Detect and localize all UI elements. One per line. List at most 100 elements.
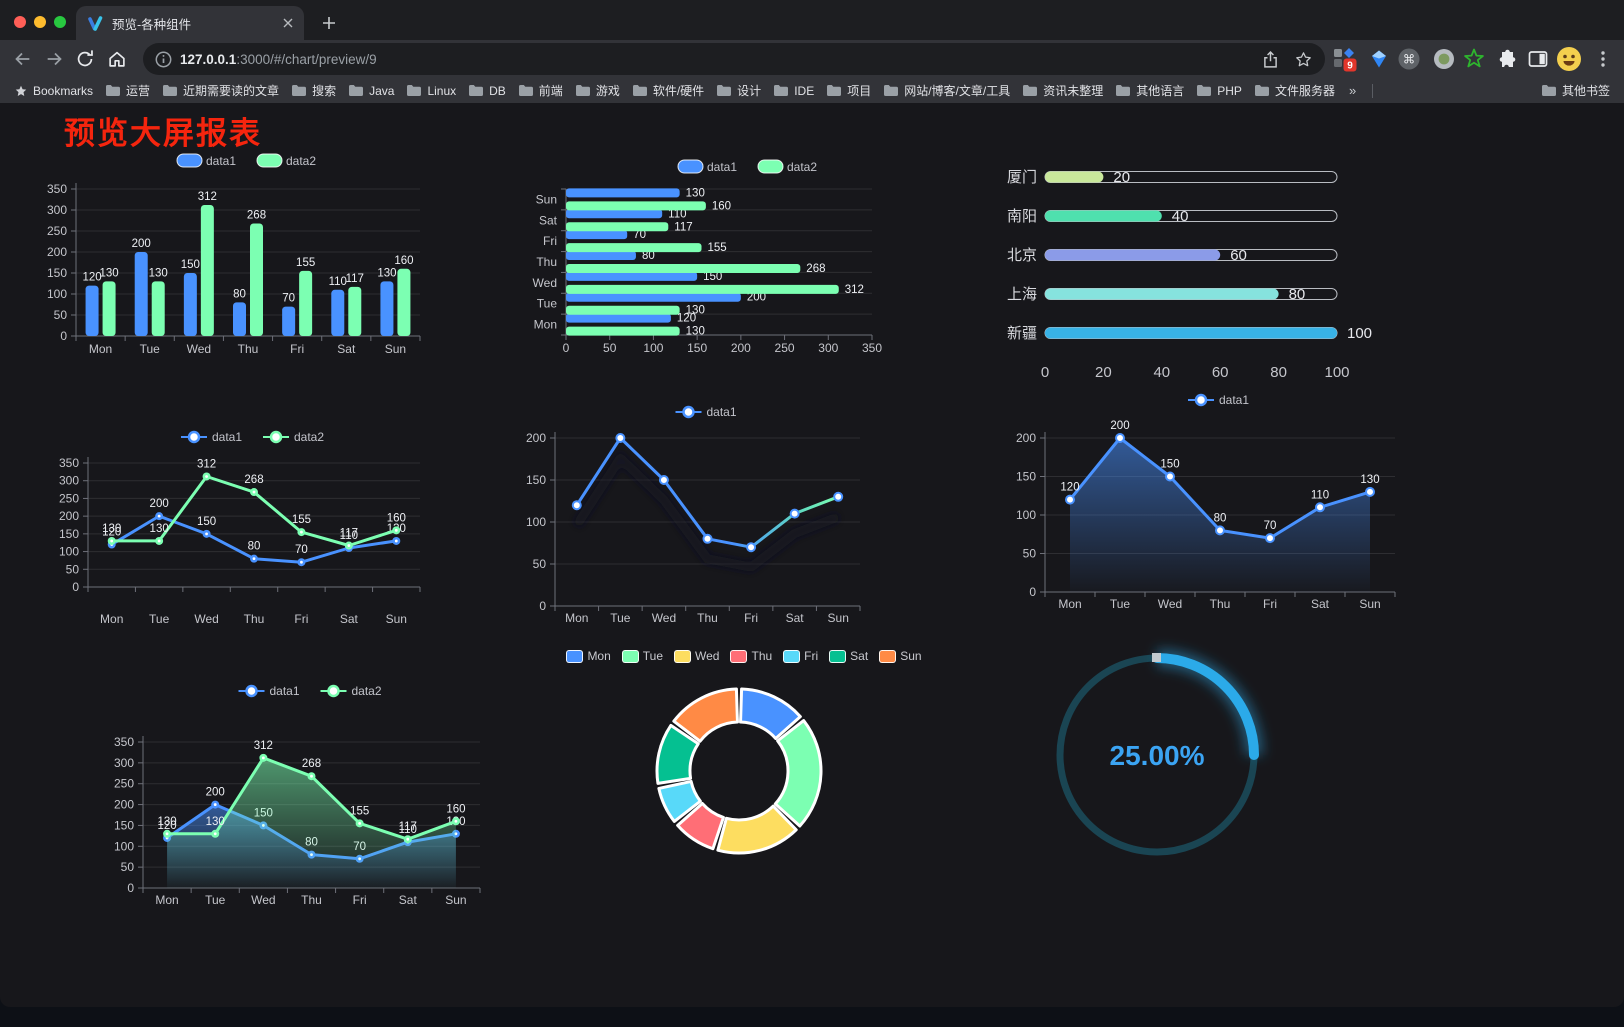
back-button[interactable] [5,42,39,76]
svg-text:200: 200 [47,245,67,259]
bar-segment [233,302,246,336]
menu-kebab-icon[interactable] [1588,43,1618,75]
reload-button[interactable] [68,42,102,76]
window-minimize-button[interactable] [34,16,46,28]
svg-text:Fri: Fri [294,612,308,626]
bookmark-folder-item[interactable]: IDE [773,84,814,98]
pie-legend[interactable]: Mon Tue Wed Thu Fri Sat Sun [555,637,933,663]
bookmarks-overflow-chevron[interactable]: » [1348,83,1357,98]
chart-bar-grouped[interactable]: 0 50 100 150 200 250 300 350 Mon Tue Wed Thu Fri Sat S… [40,147,460,365]
svg-text:data2: data2 [286,154,316,168]
bookmark-folder-item[interactable]: 近期需要读的文章 [162,82,279,99]
bookmark-folder-item[interactable]: PHP [1196,84,1242,98]
folder-icon [407,85,422,96]
chart-area-dual[interactable]: 0 50 100 150 200 250 300 350 Mon Tue Wed Thu Fri Sat S… [100,675,530,917]
bookmark-folder-item[interactable]: 文件服务器 [1254,82,1335,99]
other-bookmarks-item[interactable]: 其他书签 [1541,82,1610,99]
site-info-icon[interactable] [155,51,172,68]
data-point [615,433,626,443]
chart-bar-horizontal[interactable]: 0 50 100 150 200 250 300 350 Mon Tue Wed Thu Fri Sat S… [520,153,920,368]
forward-button[interactable] [38,42,72,76]
legend-item[interactable]: Fri [783,649,818,663]
browser-toolbar: 127.0.0.1:3000/#/chart/preview/9 [0,40,1624,78]
data-point [1065,494,1075,505]
chart-line-dual[interactable]: 0 50 100 150 200 250 300 350 Mon Tue Wed Thu Fri Sat S… [45,423,465,638]
bar-segment [134,252,148,336]
legend-item[interactable]: Mon [566,649,611,663]
browser-tab[interactable]: 预览-各种组件 [76,6,304,40]
chart-donut[interactable]: Mon Tue Wed Thu Fri Sat Sun [555,637,933,878]
share-icon[interactable] [1261,50,1280,69]
home-button[interactable] [100,42,134,76]
chart-capsule-progress[interactable]: 厦门 20 南阳 40 北京 60 上海 80 新疆 100 0 20 40 60 80 100 [985,158,1415,393]
bar-segment [566,313,671,323]
chart-area-single[interactable]: 0 50 100 150 200 Mon Tue Wed Thu Fri Sat Sun 120 200 1… [985,388,1405,620]
svg-text:data2: data2 [787,160,817,174]
svg-text:Sun: Sun [536,192,557,206]
window-close-button[interactable] [14,16,26,28]
legend-item[interactable]: Tue [621,649,663,663]
extension-command-icon[interactable]: ⌘ [1394,43,1424,75]
legend-label: Wed [695,649,720,663]
svg-text:200: 200 [1110,420,1129,432]
svg-text:Sat: Sat [539,213,558,227]
legend-label: Fri [804,649,819,663]
svg-text:Wed: Wed [1158,597,1182,611]
bookmark-folder-item[interactable]: 设计 [716,82,761,99]
svg-text:Sat: Sat [340,612,359,626]
extension-record-icon[interactable] [1429,43,1459,75]
svg-text:130: 130 [102,523,121,535]
legend-item[interactable]: Wed [674,649,719,663]
svg-text:350: 350 [114,735,134,749]
svg-text:150: 150 [1160,459,1179,471]
svg-text:120: 120 [82,272,101,284]
extension-star-icon[interactable] [1459,43,1489,75]
side-panel-icon[interactable] [1523,43,1553,75]
legend-item[interactable]: Thu [730,649,772,663]
gauge-pointer [1152,653,1161,662]
legend-item[interactable]: Sun [879,649,922,663]
tab-close-icon[interactable] [282,17,294,29]
legend-swatch [783,649,801,663]
svg-text:80: 80 [1289,286,1306,303]
bookmark-star-icon[interactable] [1294,50,1313,69]
bookmark-folder-item[interactable]: 搜索 [291,82,336,99]
svg-text:80: 80 [1214,512,1227,524]
bookmark-folder-item[interactable]: DB [468,84,506,98]
extension-puzzle-icon[interactable] [1491,43,1521,75]
svg-text:0: 0 [563,341,570,355]
chart-gauge[interactable]: 25.00% [1045,637,1275,885]
svg-text:Tue: Tue [537,297,558,311]
bookmark-label: PHP [1217,83,1242,98]
chart-line-gradient[interactable]: 0 50 100 150 200 Mon Tue Wed Thu Fri Sat Sun data1 [500,398,920,630]
svg-text:268: 268 [244,474,263,486]
svg-text:Thu: Thu [1210,597,1231,611]
bookmark-folder-item[interactable]: 其他语言 [1115,82,1184,99]
extension-gem-icon[interactable] [1364,43,1394,75]
svg-text:130: 130 [157,816,176,828]
bookmark-folder-item[interactable]: Linux [406,84,456,98]
legend-item[interactable]: Sat [829,649,868,663]
svg-text:350: 350 [862,341,882,355]
bookmarks-manager-item[interactable]: Bookmarks [14,84,93,98]
extension-grid-icon[interactable]: 9 [1329,43,1359,75]
bookmark-folder-item[interactable]: 项目 [826,82,871,99]
bookmark-folder-item[interactable]: 网站/博客/文章/工具 [883,82,1010,99]
bookmark-folder-item[interactable]: Java [348,84,394,98]
bookmark-label: 资讯未整理 [1043,84,1104,98]
svg-text:50: 50 [66,562,80,576]
svg-text:Sun: Sun [385,342,406,356]
bar-segment [566,209,663,219]
bookmark-folder-item[interactable]: 游戏 [575,82,620,99]
svg-text:268: 268 [302,758,321,770]
address-bar[interactable]: 127.0.0.1:3000/#/chart/preview/9 [143,43,1325,75]
bookmark-folder-item[interactable]: 资讯未整理 [1022,82,1103,99]
svg-text:Sun: Sun [1359,597,1380,611]
bookmark-folder-item[interactable]: 前端 [518,82,563,99]
folder-icon [518,85,533,96]
profile-avatar[interactable] [1554,43,1584,75]
bookmark-folder-item[interactable]: 软件/硬件 [632,82,704,99]
bookmark-folder-item[interactable]: 运营 [105,82,150,99]
window-zoom-button[interactable] [54,16,66,28]
new-tab-button[interactable] [316,10,342,36]
